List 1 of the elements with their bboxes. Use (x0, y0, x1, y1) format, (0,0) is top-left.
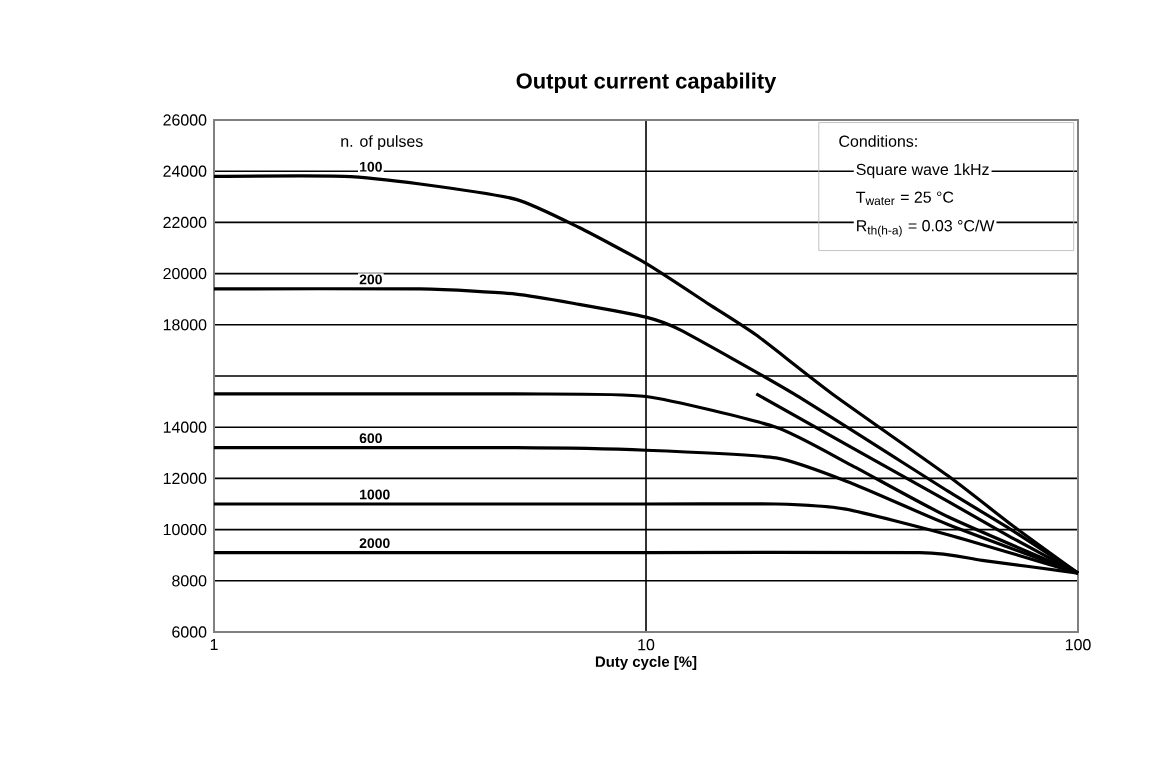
chart-title: Output current capability (516, 72, 777, 93)
